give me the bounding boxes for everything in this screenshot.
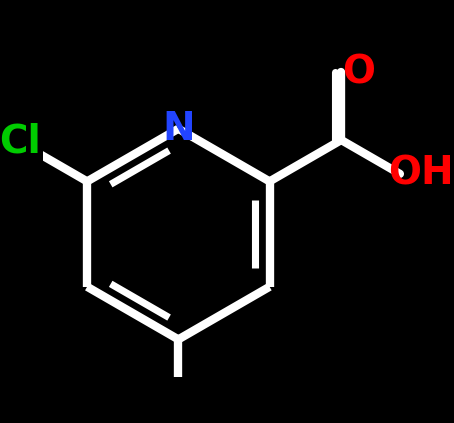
Text: Cl: Cl <box>0 123 41 161</box>
Text: O: O <box>342 53 375 91</box>
Text: N: N <box>162 110 195 148</box>
Text: OH: OH <box>388 155 454 193</box>
